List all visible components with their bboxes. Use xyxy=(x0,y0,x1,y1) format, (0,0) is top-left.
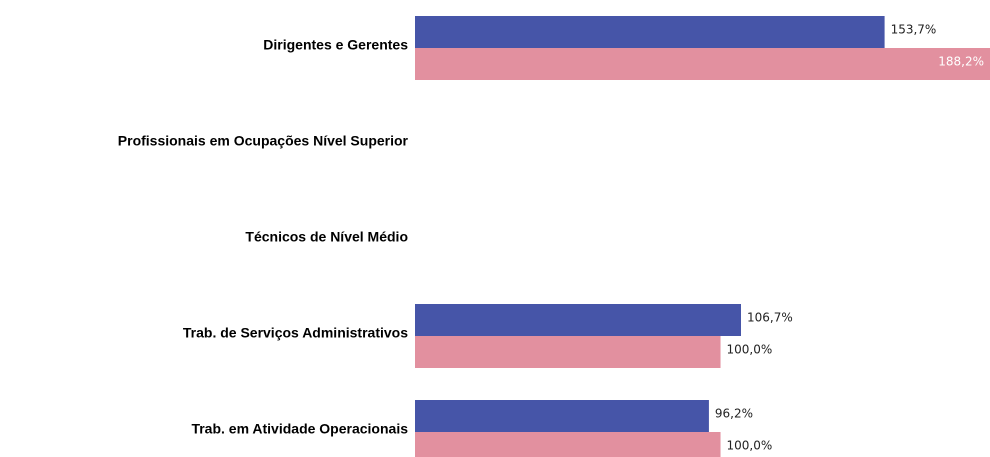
bar xyxy=(415,432,721,457)
value-label: 96,2% xyxy=(715,407,753,421)
category-label: Técnicos de Nível Médio xyxy=(245,229,408,245)
category-label: Dirigentes e Gerentes xyxy=(263,37,408,53)
value-label: 100,0% xyxy=(727,343,773,357)
category-label: Trab. em Atividade Operacionais xyxy=(191,421,408,437)
value-label: 100,0% xyxy=(727,439,773,453)
value-label: 153,7% xyxy=(891,23,937,37)
bar xyxy=(415,16,885,48)
category-label: Trab. de Serviços Administrativos xyxy=(183,325,408,341)
category-label: Profissionais em Ocupações Nível Superio… xyxy=(118,133,409,149)
bar xyxy=(415,400,709,432)
bar xyxy=(415,48,990,80)
value-label: 188,2% xyxy=(938,55,984,69)
bar xyxy=(415,304,741,336)
value-label: 106,7% xyxy=(747,311,793,325)
bar xyxy=(415,336,721,368)
